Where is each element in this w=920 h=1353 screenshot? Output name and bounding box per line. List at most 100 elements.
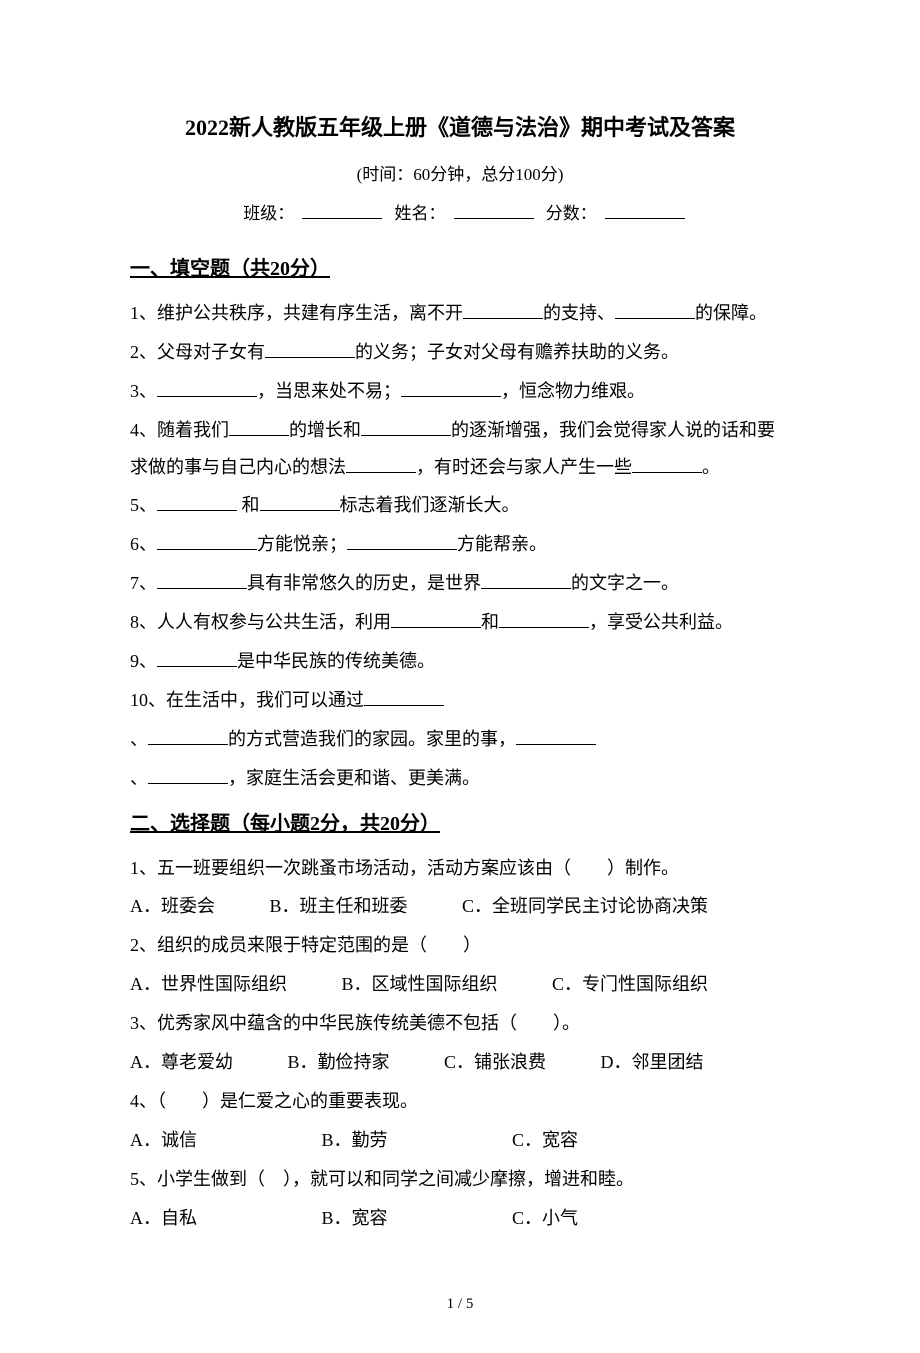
fill-q9: 9、 是中华民族的传统美德。 [130, 643, 790, 680]
section1-header: 一、填空题（共20分） [130, 252, 790, 281]
score-label: 分数： [546, 204, 597, 223]
q4-text-e: 。 [702, 457, 720, 477]
q9-text-b: 是中华民族的传统美德。 [237, 651, 435, 671]
blank[interactable] [347, 532, 457, 550]
class-blank[interactable] [302, 202, 382, 219]
blank[interactable] [229, 418, 289, 436]
option-b[interactable]: B．勤俭持家 [288, 1044, 390, 1081]
q4-text-b: 的增长和 [289, 420, 361, 440]
option-c[interactable]: C．专门性国际组织 [552, 974, 708, 994]
blank[interactable] [157, 571, 247, 589]
q5-text-b: 和 [237, 495, 260, 515]
student-info-line: 班级： 姓名： 分数： [130, 199, 790, 224]
q4-text-d: ，有时还会与家人产生一些 [416, 457, 632, 477]
q10-text-d: 、 [130, 768, 148, 788]
blank[interactable] [157, 379, 257, 397]
choice-q3-options: A．尊老爱幼 B．勤俭持家 C．铺张浪费 D．邻里团结 [130, 1044, 790, 1081]
choice-q1-options: A．班委会 B．班主任和班委 C．全班同学民主讨论协商决策 [130, 888, 790, 925]
class-label: 班级： [243, 204, 294, 223]
q1-text-b: 的支持、 [543, 303, 615, 323]
blank[interactable] [260, 493, 340, 511]
fill-q5: 5、 和 标志着我们逐渐长大。 [130, 487, 790, 524]
blank[interactable] [157, 649, 237, 667]
choice-q2-options: A．世界性国际组织 B．区域性国际组织 C．专门性国际组织 [130, 966, 790, 1003]
q10-text-c: 的方式营造我们的家园。家里的事， [228, 729, 516, 749]
q4-text-a: 4、随着我们 [130, 420, 229, 440]
fill-q10-line2: 、 的方式营造我们的家园。家里的事， [130, 721, 790, 758]
q3-text-c: ，恒念物力维艰。 [501, 381, 645, 401]
exam-title: 2022新人教版五年级上册《道德与法治》期中考试及答案 [130, 110, 790, 142]
fill-q10: 10、在生活中，我们可以通过 [130, 682, 790, 719]
q7-text-b: 具有非常悠久的历史，是世界 [247, 573, 481, 593]
q7-text-a: 7、 [130, 573, 157, 593]
option-d[interactable]: D．邻里团结 [601, 1052, 704, 1072]
fill-q4: 4、随着我们的增长和的逐渐增强，我们会觉得家人说的话和要求做的事与自己内心的想法… [130, 412, 790, 486]
blank[interactable] [632, 455, 702, 473]
blank[interactable] [361, 418, 451, 436]
fill-q10-line3: 、 ，家庭生活会更和谐、更美满。 [130, 760, 790, 797]
blank[interactable] [157, 493, 237, 511]
q1-text-c: 的保障。 [695, 303, 767, 323]
option-b[interactable]: B．勤劳 [322, 1122, 388, 1159]
blank[interactable] [265, 340, 355, 358]
blank[interactable] [157, 532, 257, 550]
q2-text-b: 的义务；子女对父母有赡养扶助的义务。 [355, 342, 679, 362]
score-blank[interactable] [605, 202, 685, 219]
option-b[interactable]: B．班主任和班委 [270, 888, 408, 925]
option-c[interactable]: C．宽容 [512, 1130, 578, 1150]
choice-q4-options: A．诚信 B．勤劳 C．宽容 [130, 1122, 790, 1159]
option-a[interactable]: A．诚信 [130, 1122, 197, 1159]
q6-text-a: 6、 [130, 534, 157, 554]
q8-text-c: ，享受公共利益。 [589, 612, 733, 632]
choice-q5: 5、小学生做到（ ），就可以和同学之间减少摩擦，增进和睦。 [130, 1161, 790, 1198]
option-c[interactable]: C．铺张浪费 [444, 1044, 546, 1081]
option-c[interactable]: C．全班同学民主讨论协商决策 [462, 896, 708, 916]
choice-q3: 3、优秀家风中蕴含的中华民族传统美德不包括（ ）。 [130, 1005, 790, 1042]
q3-text-b: ，当思来处不易； [257, 381, 401, 401]
blank[interactable] [499, 610, 589, 628]
section2-header: 二、选择题（每小题2分，共20分） [130, 807, 790, 836]
option-b[interactable]: B．区域性国际组织 [342, 966, 498, 1003]
q2-text-a: 2、父母对子女有 [130, 342, 265, 362]
option-c[interactable]: C．小气 [512, 1208, 578, 1228]
blank[interactable] [148, 727, 228, 745]
choice-q4: 4、（ ）是仁爱之心的重要表现。 [130, 1083, 790, 1120]
option-a[interactable]: A．世界性国际组织 [130, 966, 287, 1003]
fill-q8: 8、人人有权参与公共生活，利用 和 ，享受公共利益。 [130, 604, 790, 641]
q9-text-a: 9、 [130, 651, 157, 671]
fill-q3: 3、 ，当思来处不易； ，恒念物力维艰。 [130, 373, 790, 410]
q6-text-b: 方能悦亲； [257, 534, 347, 554]
q1-text-a: 1、维护公共秩序，共建有序生活，离不开 [130, 303, 463, 323]
q6-text-c: 方能帮亲。 [457, 534, 547, 554]
blank[interactable] [615, 301, 695, 319]
blank[interactable] [346, 455, 416, 473]
blank[interactable] [401, 379, 501, 397]
option-a[interactable]: A．尊老爱幼 [130, 1044, 233, 1081]
blank[interactable] [391, 610, 481, 628]
q5-text-a: 5、 [130, 495, 157, 515]
q5-text-c: 标志着我们逐渐长大。 [340, 495, 520, 515]
choice-q2: 2、组织的成员来限于特定范围的是（ ） [130, 927, 790, 964]
blank[interactable] [516, 727, 596, 745]
q8-text-b: 和 [481, 612, 499, 632]
q3-text-a: 3、 [130, 381, 157, 401]
fill-q6: 6、 方能悦亲； 方能帮亲。 [130, 526, 790, 563]
blank[interactable] [148, 766, 228, 784]
blank[interactable] [481, 571, 571, 589]
option-b[interactable]: B．宽容 [322, 1200, 388, 1237]
q10-text-e: ，家庭生活会更和谐、更美满。 [228, 768, 480, 788]
name-label: 姓名： [395, 204, 446, 223]
option-a[interactable]: A．班委会 [130, 888, 215, 925]
blank[interactable] [463, 301, 543, 319]
q10-text-b: 、 [130, 729, 148, 749]
page-number: 1 / 5 [130, 1296, 790, 1313]
q8-text-a: 8、人人有权参与公共生活，利用 [130, 612, 391, 632]
name-blank[interactable] [454, 202, 534, 219]
choice-q1: 1、五一班要组织一次跳蚤市场活动，活动方案应该由（ ）制作。 [130, 850, 790, 887]
option-a[interactable]: A．自私 [130, 1200, 197, 1237]
choice-q5-options: A．自私 B．宽容 C．小气 [130, 1200, 790, 1237]
exam-subtitle: (时间：60分钟，总分100分) [130, 160, 790, 185]
blank[interactable] [364, 688, 444, 706]
fill-q1: 1、维护公共秩序，共建有序生活，离不开 的支持、 的保障。 [130, 295, 790, 332]
q10-text-a: 10、在生活中，我们可以通过 [130, 690, 364, 710]
